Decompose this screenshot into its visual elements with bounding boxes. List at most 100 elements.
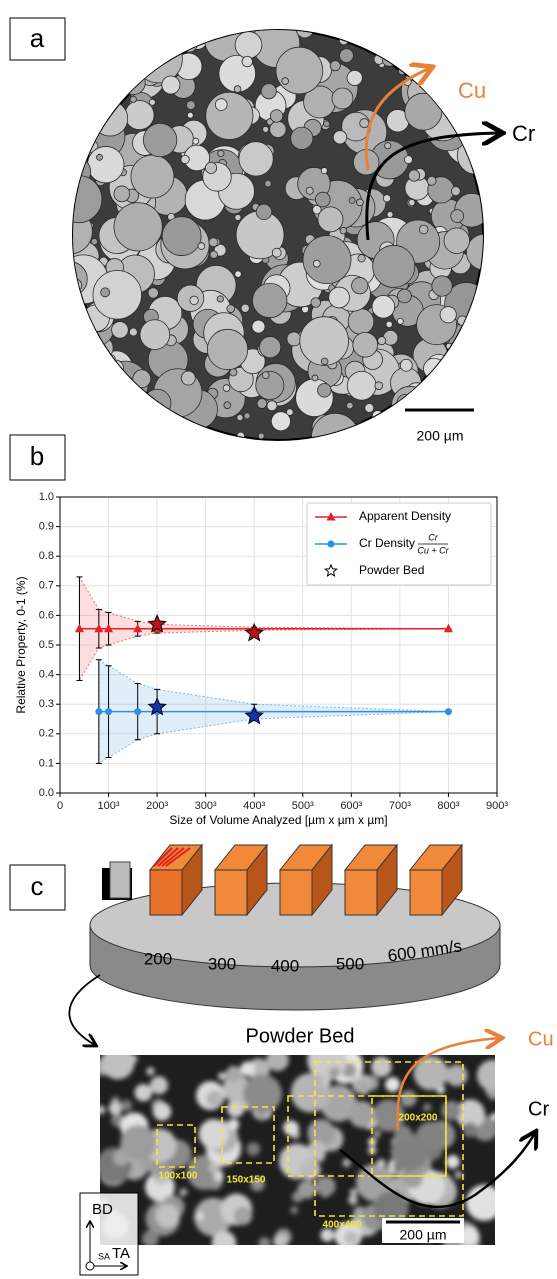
legend-marker	[327, 540, 335, 548]
particle	[107, 400, 125, 417]
particle	[462, 1122, 478, 1138]
particle	[104, 71, 114, 81]
particle	[323, 120, 331, 128]
particle	[371, 410, 384, 422]
particle	[257, 432, 265, 440]
particle	[460, 30, 483, 68]
particle	[89, 52, 106, 69]
particle	[226, 304, 236, 313]
x-axis-label: Size of Volume Analyzed [µm x µm x µm]	[169, 813, 387, 827]
particle	[423, 1103, 432, 1112]
x-tick-label: 300³	[195, 800, 217, 812]
particle	[100, 287, 111, 298]
particle	[269, 109, 284, 123]
particle	[418, 224, 429, 235]
particle	[101, 1055, 135, 1080]
particle	[356, 198, 364, 207]
particle	[457, 373, 469, 384]
star-marker	[147, 614, 167, 633]
y-tick-label: 0.2	[39, 728, 54, 740]
particle	[208, 1162, 219, 1173]
point	[74, 623, 84, 633]
particle	[429, 32, 465, 68]
particle	[179, 41, 189, 51]
particle	[457, 315, 468, 326]
panel-b: b 0.0 0.1 0.2 0.3 0.4 0.5 0.6 0.7 0.8 0.9 1.0 0 100³…	[9, 434, 508, 827]
particle	[73, 389, 91, 413]
scale-bg	[398, 404, 480, 450]
sample-cube	[109, 861, 131, 899]
particle	[108, 1101, 122, 1115]
particle	[426, 175, 437, 186]
particle	[236, 413, 244, 422]
particle	[286, 331, 302, 347]
particle	[356, 1081, 370, 1096]
particle	[130, 154, 175, 199]
point	[444, 708, 452, 716]
particle	[180, 370, 196, 386]
particle	[238, 141, 274, 177]
particle	[464, 125, 472, 133]
particle	[204, 1208, 217, 1221]
particle	[315, 1152, 325, 1162]
particle	[290, 126, 314, 150]
particle	[295, 30, 314, 39]
particle	[356, 30, 387, 44]
particle	[209, 250, 218, 259]
particle	[302, 235, 352, 285]
x-tick-label: 900³	[486, 800, 508, 812]
particles	[100, 1055, 495, 1245]
particle	[91, 396, 99, 403]
particle	[462, 381, 471, 391]
particle	[187, 30, 195, 34]
particle	[328, 286, 350, 309]
particle	[377, 336, 387, 346]
particle	[251, 319, 266, 334]
axis-label: SA	[98, 1251, 110, 1261]
particle	[271, 247, 282, 258]
cube-front	[344, 869, 378, 916]
particle	[225, 1065, 242, 1083]
particle	[73, 70, 100, 99]
roi-box	[314, 1061, 464, 1217]
roi-label: 400x400	[323, 1220, 362, 1231]
particle	[465, 233, 483, 271]
x-tick-label: 0	[57, 800, 63, 812]
roi-box	[287, 1095, 447, 1177]
particle	[92, 400, 116, 424]
particle	[152, 1102, 172, 1121]
particle	[339, 48, 354, 63]
particle	[437, 369, 462, 395]
y-tick-label: 0.5	[39, 639, 54, 651]
particle	[100, 112, 108, 121]
particle	[233, 85, 242, 93]
particle	[120, 1124, 157, 1162]
particle	[180, 154, 190, 165]
particle	[118, 401, 168, 440]
legend-marker	[324, 563, 338, 577]
particle	[456, 393, 467, 404]
particle	[73, 110, 82, 118]
scan-track	[157, 847, 179, 867]
panel-label-box	[9, 434, 66, 481]
particle	[386, 211, 394, 218]
particle	[346, 370, 377, 401]
particle	[197, 242, 206, 250]
particle	[211, 1230, 237, 1245]
particle	[100, 1105, 106, 1115]
annotation: Cu	[528, 1028, 554, 1050]
particle	[450, 186, 461, 197]
particle	[332, 130, 348, 145]
particle	[243, 1074, 282, 1113]
particle	[149, 1076, 169, 1095]
particle	[439, 306, 457, 324]
particle	[129, 95, 137, 103]
particle	[73, 370, 75, 378]
particle	[344, 1230, 359, 1245]
particle	[108, 406, 137, 435]
particle	[463, 395, 472, 404]
arrow	[364, 68, 430, 171]
particle	[92, 270, 142, 320]
particle	[311, 412, 360, 440]
legend-fraction-den: Cu + Cr	[417, 545, 449, 555]
